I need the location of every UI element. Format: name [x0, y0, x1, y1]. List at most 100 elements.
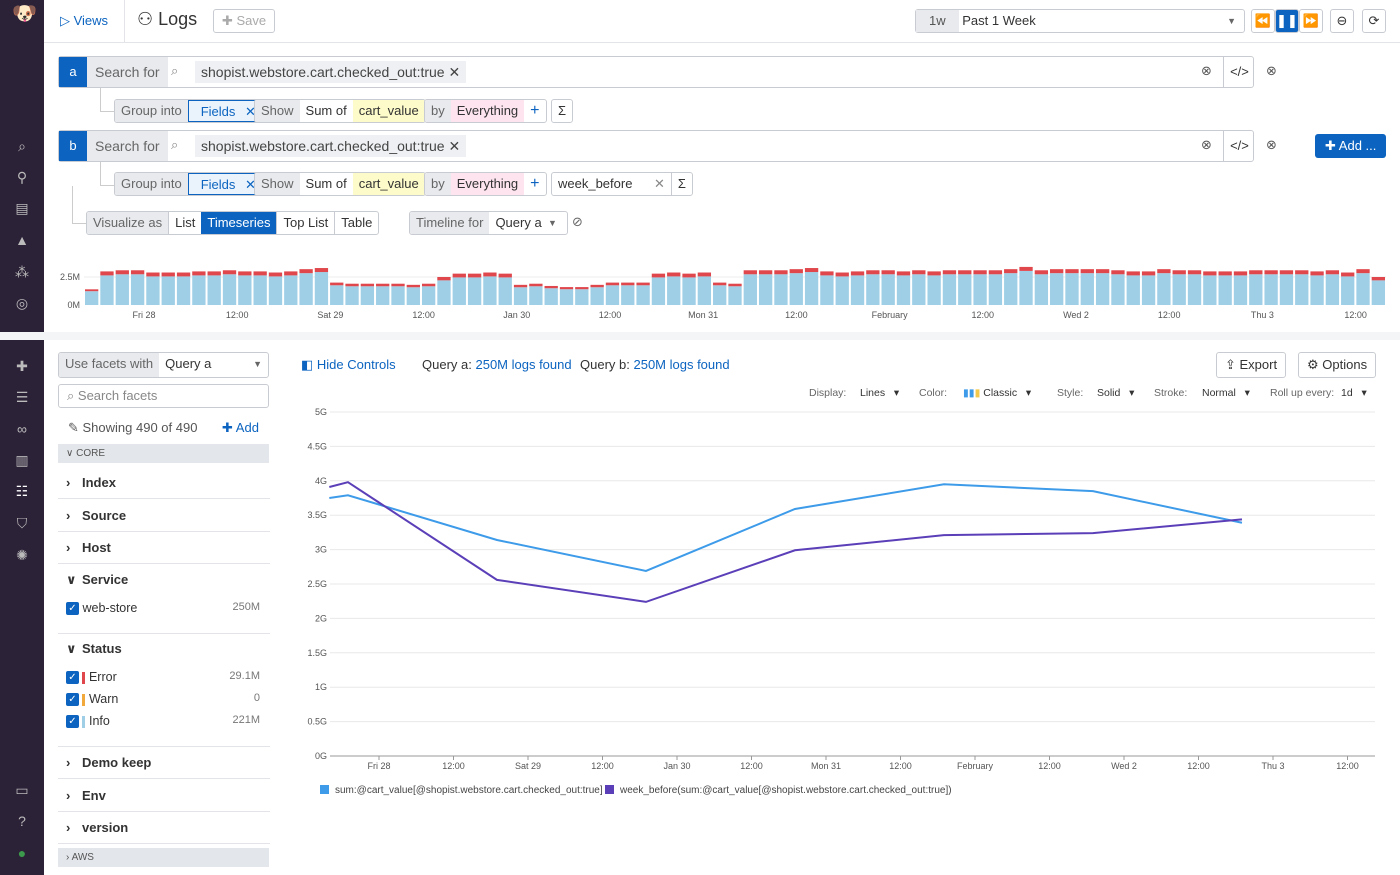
facet-service[interactable]: ∨ Service	[58, 564, 270, 596]
measure[interactable]: cart_value	[352, 100, 425, 122]
aws-section[interactable]: › AWS	[58, 848, 269, 867]
datadog-logo-icon[interactable]: 🐶	[12, 3, 37, 25]
timeline-bar-info	[268, 276, 283, 305]
group-into-b[interactable]: Group into Fields ✕	[114, 172, 264, 196]
checkbox-checked-icon[interactable]: ✓	[66, 693, 79, 707]
facet-value-warn[interactable]: ✓ Warn 0	[66, 692, 260, 707]
code-toggle-icon[interactable]: </>	[1223, 57, 1255, 87]
viz-list[interactable]: List	[168, 212, 201, 234]
views-button[interactable]: ▷ Views	[60, 13, 108, 29]
rewind-button[interactable]: ⏪	[1251, 9, 1275, 33]
style-select[interactable]: Solid ▾	[1097, 387, 1135, 399]
user-avatar-icon[interactable]: ●	[17, 845, 27, 861]
pause-button[interactable]: ❚❚	[1275, 9, 1299, 33]
checkbox-checked-icon[interactable]: ✓	[66, 602, 79, 616]
search-facets-input[interactable]: ⌕ Search facets	[58, 384, 269, 408]
by-value[interactable]: Everything	[450, 100, 525, 122]
facet-status[interactable]: ∨ Status	[58, 633, 270, 665]
rollup-select[interactable]: 1d ▾	[1341, 387, 1367, 399]
core-section[interactable]: ∨ CORE	[58, 444, 269, 463]
group-into-a[interactable]: Group into Fields ✕	[114, 99, 264, 123]
remove-term-icon[interactable]: ✕	[448, 138, 461, 154]
fields-chip[interactable]: Fields ✕	[187, 100, 263, 122]
help-icon[interactable]: ?	[18, 813, 26, 829]
remove-function-icon[interactable]: ✕	[654, 176, 665, 191]
hide-controls-button[interactable]: ◧ Hide Controls	[301, 357, 396, 373]
facet-demo-keep[interactable]: › Demo keep	[58, 747, 270, 779]
export-button[interactable]: ⇪ Export	[1216, 352, 1287, 378]
viz-timeseries[interactable]: Timeseries	[201, 212, 277, 234]
remove-term-icon[interactable]: ✕	[448, 64, 461, 80]
facet-source[interactable]: › Source	[58, 500, 270, 532]
remove-query-a-icon[interactable]: ⊗	[1266, 63, 1277, 78]
qb-found-link[interactable]: 250M logs found	[633, 357, 730, 372]
clear-icon[interactable]: ⊗	[1201, 63, 1212, 78]
viz-table[interactable]: Table	[334, 212, 378, 234]
by-value[interactable]: Everything	[450, 173, 525, 195]
by-b[interactable]: by Everything +	[424, 172, 547, 196]
pipelines-icon[interactable]: ☰	[15, 389, 29, 405]
chat-icon[interactable]: ▭	[15, 782, 29, 798]
code-toggle-icon[interactable]: </>	[1223, 131, 1255, 161]
security-icon[interactable]: ⛉	[16, 515, 28, 531]
facet-value-info[interactable]: ✓ Info 221M	[66, 714, 260, 729]
refresh-button[interactable]: ⟳	[1362, 9, 1386, 33]
viz-toplist[interactable]: Top List	[276, 212, 334, 234]
timeline-for[interactable]: Timeline for Query a	[409, 211, 569, 235]
save-button[interactable]: ✚ Save	[213, 9, 276, 33]
synthetics-icon[interactable]: ∞	[17, 421, 27, 437]
aggregation[interactable]: Sum of	[305, 176, 347, 191]
rum-icon[interactable]: ✺	[16, 547, 28, 563]
add-facet-button[interactable]: ✚ Add	[222, 420, 259, 435]
color-select[interactable]: ▮▮▮ Classic ▾	[963, 387, 1032, 399]
plus-icon[interactable]: +	[530, 175, 540, 192]
query-input[interactable]: shopist.webstore.cart.checked_out:true ✕	[195, 135, 467, 157]
stroke-select[interactable]: Normal ▾	[1202, 387, 1250, 399]
hide-timeline-icon[interactable]: ⊘	[572, 214, 583, 229]
legend-item[interactable]: sum:@cart_value[@shopist.webstore.cart.c…	[335, 785, 603, 796]
facet-env[interactable]: › Env	[58, 780, 270, 812]
function-chip[interactable]: week_before ✕ Σ	[551, 172, 693, 196]
checkbox-checked-icon[interactable]: ✓	[66, 671, 79, 685]
fields-chip[interactable]: Fields ✕	[187, 173, 263, 195]
infrastructure-icon[interactable]: ⁂	[15, 264, 29, 280]
notebook-icon[interactable]: ▥	[15, 452, 29, 468]
aggregation[interactable]: Sum of	[305, 103, 347, 118]
integrations-icon[interactable]: ✚	[16, 358, 28, 374]
facet-value-error[interactable]: ✓ Error 29.1M	[66, 670, 260, 685]
sigma-button[interactable]: Σ	[551, 99, 574, 123]
plus-icon[interactable]: +	[530, 102, 540, 119]
search-icon[interactable]: ⌕	[18, 138, 26, 154]
facet-index[interactable]: › Index	[58, 467, 270, 499]
timeline-bar-info	[1203, 275, 1217, 305]
checkbox-checked-icon[interactable]: ✓	[66, 715, 79, 729]
clear-icon[interactable]: ⊗	[1201, 137, 1212, 152]
monitor-icon[interactable]: ◎	[15, 295, 29, 311]
timeseries-chart[interactable]: 0G 0.5G 1G 1.5G 2G 2.5G 3G 3.5G 4G 4.5G 5G Fri 28 12…	[290, 400, 1390, 810]
binoculars-icon[interactable]: ⚲	[16, 169, 28, 185]
sigma-icon[interactable]: Σ	[670, 173, 692, 195]
measure[interactable]: cart_value	[352, 173, 425, 195]
remove-query-b-icon[interactable]: ⊗	[1266, 137, 1277, 152]
zoom-out-button[interactable]: ⊖	[1330, 9, 1354, 33]
use-facets-select[interactable]: Use facets with Query a ▼	[58, 352, 269, 378]
legend-item[interactable]: week_before(sum:@cart_value[@shopist.web…	[619, 785, 952, 796]
qa-found-link[interactable]: 250M logs found	[475, 357, 572, 372]
options-button[interactable]: ⚙ Options	[1298, 352, 1377, 378]
facet-version[interactable]: › version	[58, 812, 270, 844]
facet-value-web-store[interactable]: ✓ web-store 250M	[66, 601, 260, 616]
add-button[interactable]: ✚ Add ...	[1315, 134, 1387, 158]
dashboard-icon[interactable]: ▤	[15, 200, 29, 216]
by-a[interactable]: by Everything +	[424, 99, 547, 123]
query-input[interactable]: shopist.webstore.cart.checked_out:true ✕	[195, 61, 467, 83]
facet-host[interactable]: › Host	[58, 532, 270, 564]
chart-icon[interactable]: ▲	[15, 232, 29, 248]
timeline-chart[interactable]: 2.5M 0M Fri 28 12:00 Sat 29 12:00 Jan 30 12:00 M…	[44, 258, 1400, 326]
logs-icon[interactable]: ☷	[15, 483, 29, 499]
forward-button[interactable]: ⏩	[1299, 9, 1323, 33]
time-range-select[interactable]: 1w Past 1 Week ▼	[915, 9, 1245, 33]
display-select[interactable]: Lines ▾	[860, 387, 900, 399]
measure-b[interactable]: Show Sum of cart_value	[254, 172, 426, 196]
timeline-query[interactable]: Query a	[495, 215, 542, 230]
measure-a[interactable]: Show Sum of cart_value	[254, 99, 426, 123]
